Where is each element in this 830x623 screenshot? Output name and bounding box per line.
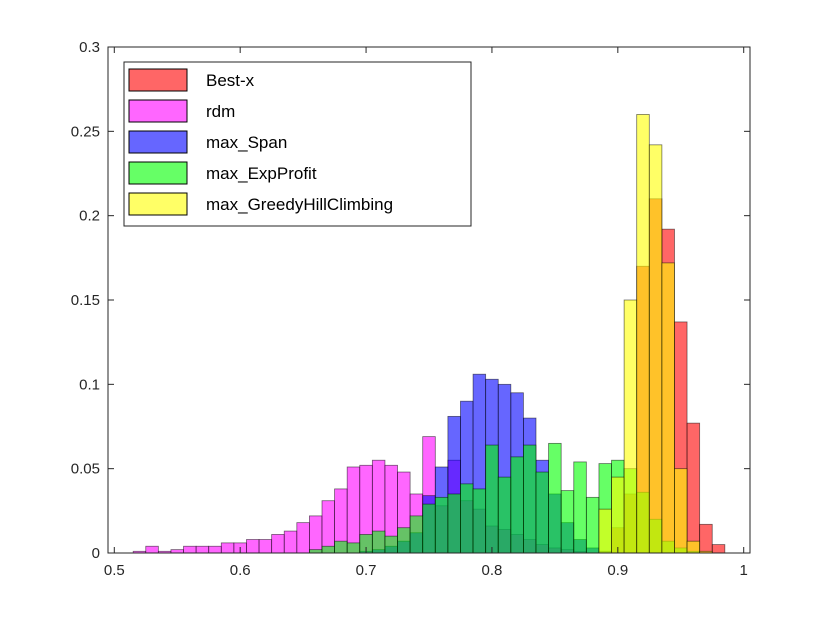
y-tick-label-2: 0.1 xyxy=(79,376,100,393)
bar-max_ExpProfit-12 xyxy=(460,483,474,554)
bar-max_ExpProfit-7 xyxy=(397,527,411,554)
bar-rdm-14 xyxy=(309,515,323,554)
bar-rdm-11 xyxy=(271,534,285,554)
legend-label-rdm: rdm xyxy=(206,102,235,121)
bar-max_GreedyHillClimbing-4 xyxy=(648,144,663,554)
bar-rdm-17 xyxy=(346,466,361,554)
legend-item-rdm: rdm xyxy=(128,99,235,123)
bar-rdm-13 xyxy=(296,522,310,554)
bar-max_ExpProfit-22 xyxy=(585,496,600,554)
bar-Best-x-7 xyxy=(686,422,701,554)
bar-max_ExpProfit-19 xyxy=(548,442,562,554)
x-tick-label-2: 0.7 xyxy=(356,562,377,579)
bar-max_GreedyHillClimbing-3 xyxy=(636,114,650,554)
x-tick-label-5: 1 xyxy=(740,562,748,579)
y-tick-label-1: 0.05 xyxy=(71,461,100,478)
y-tick-label-6: 0.3 xyxy=(79,39,100,56)
bar-rdm-5 xyxy=(195,545,210,554)
bar-max_GreedyHillClimbing-6 xyxy=(674,468,688,554)
legend-swatch-Best-x xyxy=(128,68,188,92)
y-tick-label-5: 0.25 xyxy=(71,123,100,140)
histogram-bars xyxy=(132,114,726,554)
legend-swatch-rdm xyxy=(128,99,188,123)
bar-max_ExpProfit-15 xyxy=(497,476,512,554)
y-tick-label-0: 0 xyxy=(92,545,100,562)
x-tick-label-3: 0.8 xyxy=(482,562,503,579)
legend-swatch-max_Span xyxy=(128,130,188,154)
legend-swatch-max_ExpProfit xyxy=(128,161,188,185)
bar-max_ExpProfit-6 xyxy=(384,535,398,554)
y-tick-label-3: 0.15 xyxy=(71,292,100,309)
bar-max_GreedyHillClimbing-1 xyxy=(611,476,625,554)
bar-max_ExpProfit-5 xyxy=(371,530,386,554)
x-tick-label-0: 0.5 xyxy=(104,562,125,579)
bar-max_ExpProfit-14 xyxy=(485,444,499,554)
bar-max_GreedyHillClimbing-2 xyxy=(623,299,638,554)
legend-label-max_Span: max_Span xyxy=(206,133,287,152)
bar-rdm-3 xyxy=(170,549,184,554)
bar-max_GreedyHillClimbing-0 xyxy=(598,508,612,554)
legend-item-max_GreedyHillClimbing: max_GreedyHillClimbing xyxy=(128,192,393,216)
x-tick-label-4: 0.9 xyxy=(607,562,628,579)
bar-rdm-7 xyxy=(220,542,235,554)
bar-rdm-4 xyxy=(183,545,197,554)
bar-max_ExpProfit-8 xyxy=(409,515,424,554)
bar-max_ExpProfit-17 xyxy=(523,444,537,554)
bar-max_GreedyHillClimbing-7 xyxy=(686,540,701,554)
bar-max_ExpProfit-10 xyxy=(434,496,449,554)
legend-label-max_ExpProfit: max_ExpProfit xyxy=(206,164,317,183)
legend-item-max_ExpProfit: max_ExpProfit xyxy=(128,161,317,185)
legend-label-max_GreedyHillClimbing: max_GreedyHillClimbing xyxy=(206,195,393,214)
bar-max_ExpProfit-0 xyxy=(309,549,323,554)
bar-max_ExpProfit-13 xyxy=(472,488,487,554)
bar-max_ExpProfit-11 xyxy=(447,493,461,554)
bar-max_ExpProfit-21 xyxy=(573,461,587,554)
bar-Best-x-9 xyxy=(711,544,726,554)
bar-max_ExpProfit-18 xyxy=(535,471,549,554)
bar-rdm-15 xyxy=(321,500,335,554)
y-tick-label-4: 0.2 xyxy=(79,208,100,225)
bar-max_ExpProfit-2 xyxy=(334,540,348,554)
x-tick-label-1: 0.6 xyxy=(230,562,251,579)
bar-max_GreedyHillClimbing-5 xyxy=(661,262,675,554)
bar-max_ExpProfit-16 xyxy=(510,456,524,554)
legend-items: Best-x rdm max_Span max_ExpProfit max_Greedy… xyxy=(128,68,393,216)
legend-swatch-max_GreedyHillClimbing xyxy=(128,192,188,216)
bar-rdm-12 xyxy=(283,530,298,554)
bar-rdm-6 xyxy=(208,545,222,554)
bar-rdm-9 xyxy=(246,539,260,554)
series-max_GreedyHillClimbing-bars xyxy=(598,114,713,554)
bar-rdm-10 xyxy=(258,539,273,554)
legend: Best-x rdm max_Span max_ExpProfit max_Greedy… xyxy=(123,61,472,227)
bar-rdm-1 xyxy=(145,545,159,554)
axis-ticks: 0.5 0.6 0.7 0.8 0.9 1 0 0.05 0.1 0.15 0.2 0.25 0.3 xyxy=(71,39,750,579)
bar-Best-x-8 xyxy=(699,523,713,554)
bar-max_ExpProfit-20 xyxy=(560,490,575,554)
legend-label-Best-x: Best-x xyxy=(206,71,255,90)
legend-item-max_Span: max_Span xyxy=(128,130,287,154)
bar-max_ExpProfit-1 xyxy=(321,545,335,554)
bar-max_ExpProfit-3 xyxy=(346,542,361,554)
bar-max_ExpProfit-9 xyxy=(422,503,436,554)
legend-item-Best-x: Best-x xyxy=(128,68,255,92)
